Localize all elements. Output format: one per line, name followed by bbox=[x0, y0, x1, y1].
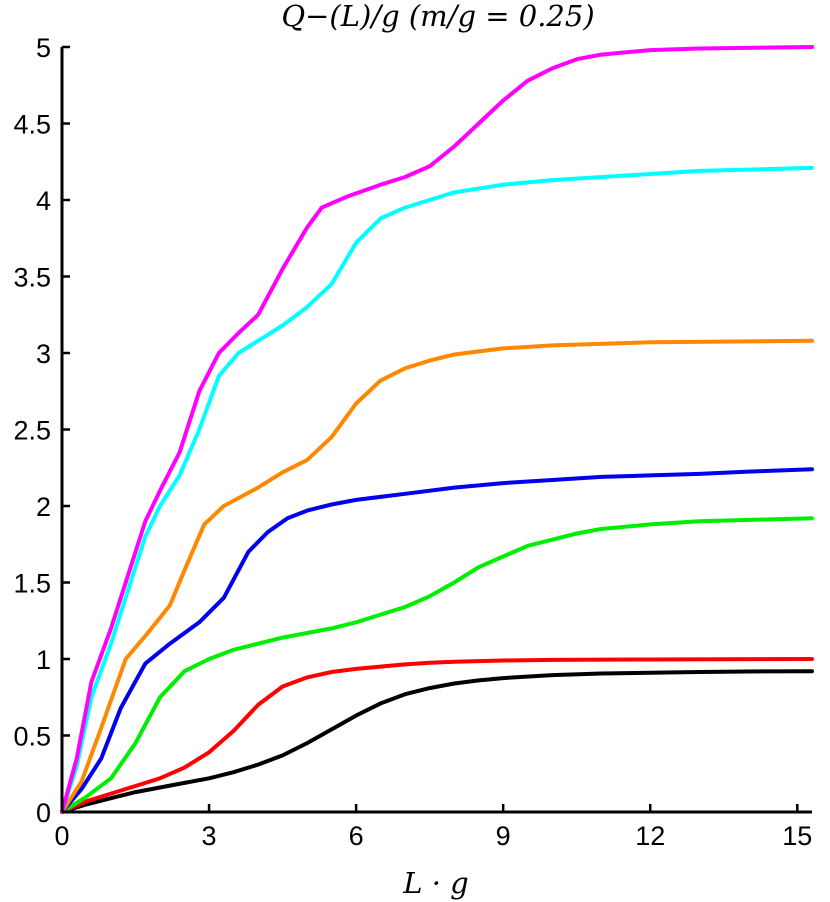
ticks bbox=[60, 45, 799, 814]
series-line-1 bbox=[60, 669, 814, 814]
series-line-6 bbox=[60, 165, 814, 814]
series-line-2 bbox=[60, 657, 814, 814]
x-tick-label: 12 bbox=[635, 821, 665, 851]
y-tick-label: 1.5 bbox=[13, 569, 51, 599]
y-tick-label: 2.5 bbox=[13, 416, 51, 446]
chart-title: Q−(L)/g (m/g = 0.25) bbox=[281, 0, 594, 33]
x-tick-label: 6 bbox=[349, 821, 364, 851]
series-line-5 bbox=[60, 338, 814, 814]
x-tick-label: 0 bbox=[54, 821, 69, 851]
series-lines bbox=[60, 45, 814, 814]
x-axis-title: L · g bbox=[402, 866, 468, 900]
y-tick-label: 0 bbox=[36, 798, 51, 828]
y-tick-label: 3 bbox=[36, 339, 51, 369]
tick-labels: 0 3 6 9 12 15 0 0.5 1 1.5 2 2.5 3 3.5 4 4.5 5 bbox=[13, 33, 812, 851]
x-tick-label: 9 bbox=[496, 821, 511, 851]
x-tick-label: 15 bbox=[782, 821, 812, 851]
y-tick-label: 2 bbox=[36, 492, 51, 522]
y-tick-label: 3.5 bbox=[13, 263, 51, 293]
x-tick-label: 3 bbox=[202, 821, 217, 851]
y-tick-label: 5 bbox=[36, 33, 51, 63]
y-tick-label: 0.5 bbox=[13, 722, 51, 752]
series-line-4 bbox=[60, 467, 814, 814]
y-tick-label: 1 bbox=[36, 645, 51, 675]
series-line-3 bbox=[60, 516, 814, 814]
series-line-7 bbox=[60, 45, 814, 814]
y-tick-label: 4.5 bbox=[13, 110, 51, 140]
y-tick-label: 4 bbox=[36, 186, 51, 216]
